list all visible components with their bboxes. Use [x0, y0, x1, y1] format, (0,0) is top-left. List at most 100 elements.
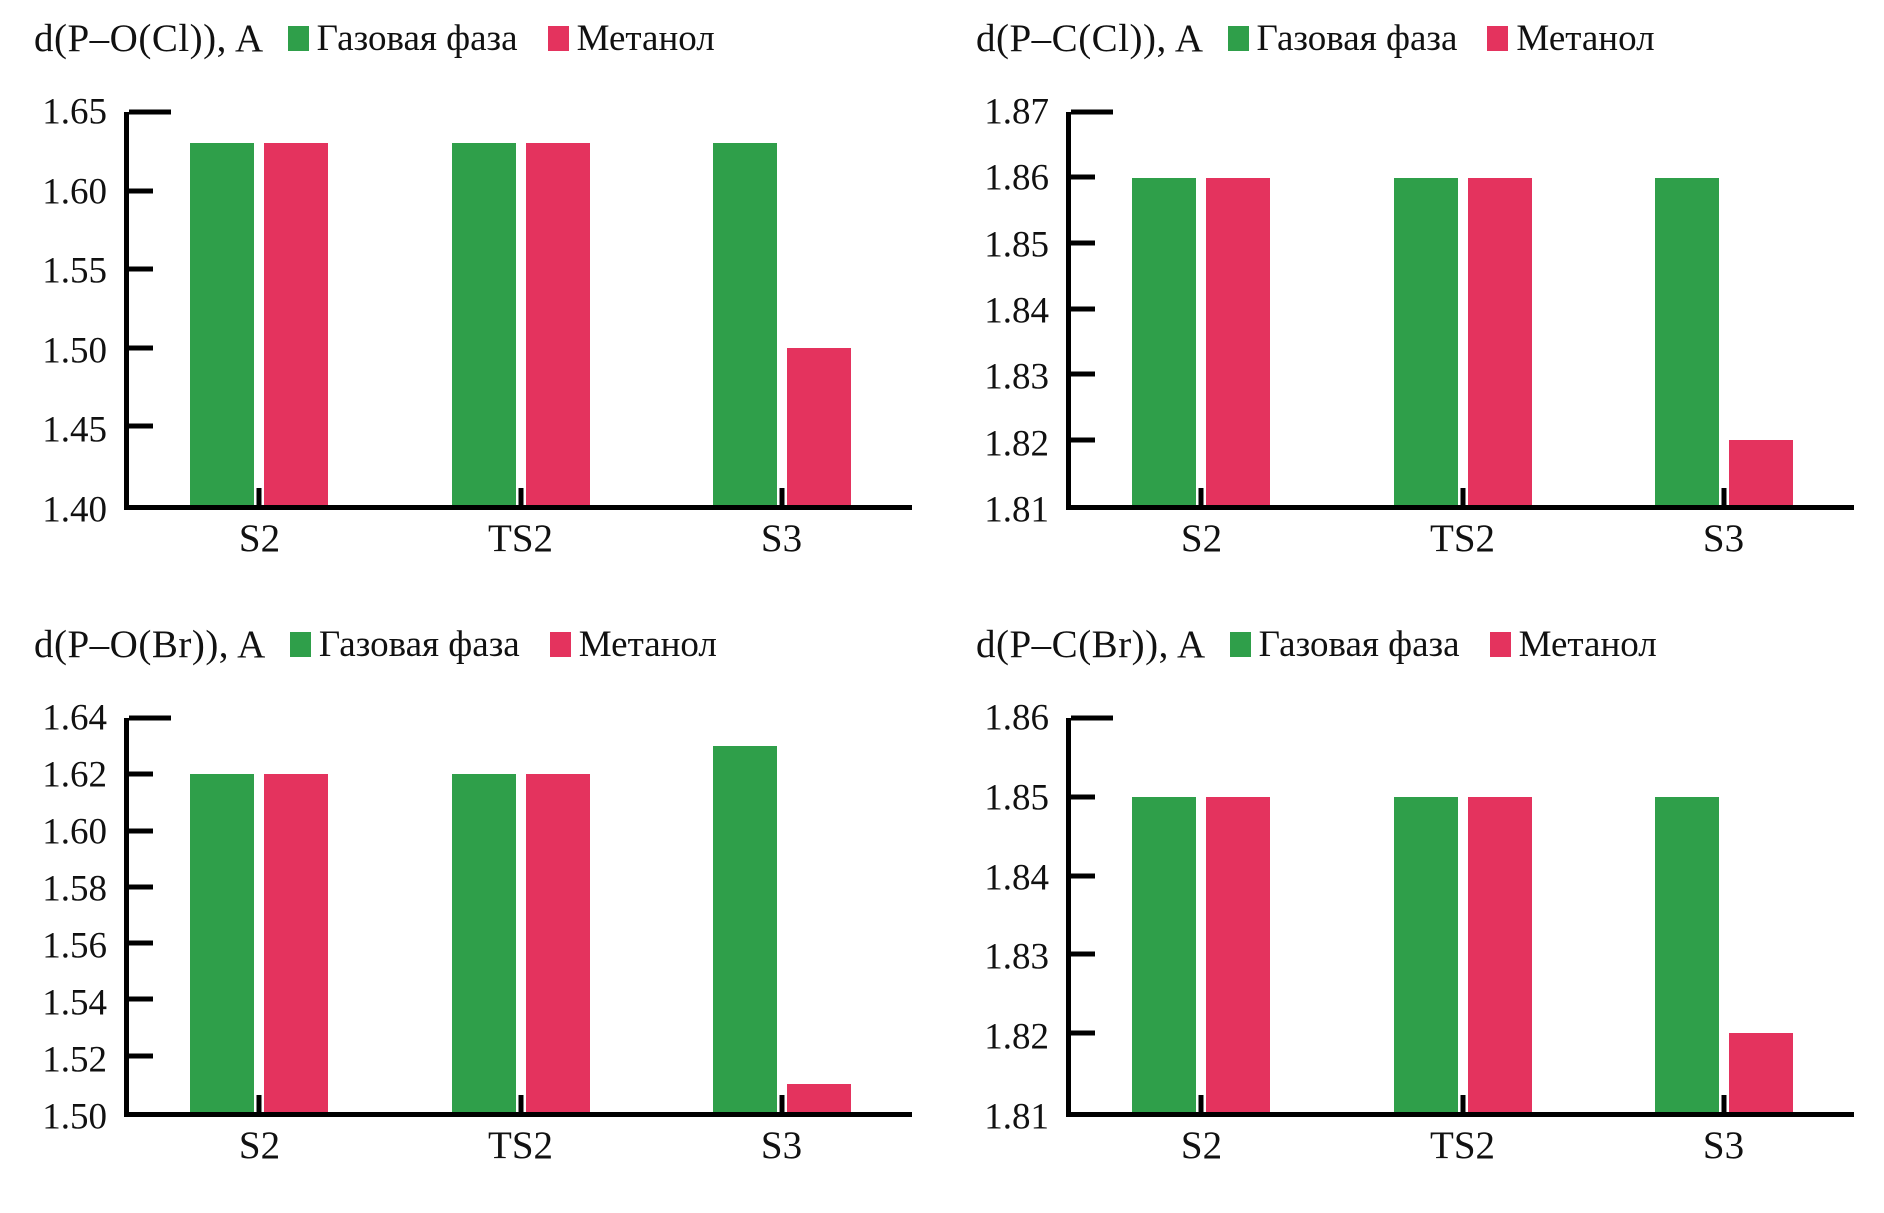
legend-item-methanol: Метанол [549, 623, 717, 666]
x-axis-tick [1460, 1095, 1465, 1112]
y-tick-label: 1.45 [42, 409, 107, 451]
x-category-label: S2 [1180, 1124, 1223, 1167]
y-axis-tick [1071, 873, 1095, 879]
legend-item-gas-phase: Газовая фаза [1229, 623, 1460, 666]
x-category-label: TS2 [1429, 1124, 1496, 1167]
y-tick-label: 1.56 [42, 925, 107, 967]
y-axis-tick [1071, 715, 1113, 721]
chart-header: d(P–C(Cl)), A Газовая фаза Метанол [976, 16, 1878, 61]
y-axis-tick [129, 1053, 153, 1059]
y-tick-label: 1.85 [984, 777, 1049, 819]
bar-gas-TS2 [1393, 796, 1458, 1112]
y-tick-label: 1.50 [42, 330, 107, 372]
x-axis-tick [1721, 1095, 1726, 1112]
y-axis-tick [129, 828, 153, 834]
x-axis-tick [779, 1095, 784, 1112]
x-axis-tick [1198, 1095, 1204, 1112]
plot-area: S2 TS2 S3 [1066, 109, 1854, 558]
legend-label-gas: Газовая фаза [1258, 624, 1460, 665]
chart-legend: Газовая фаза Метанол [289, 623, 717, 666]
plot-area: S2 TS2 S3 [124, 109, 912, 558]
bar-methanol-S2 [264, 143, 329, 505]
y-tick-label: 1.86 [984, 697, 1049, 739]
bar-gas-TS2 [451, 143, 516, 505]
plot-area: S2 TS2 S3 [1066, 715, 1854, 1165]
x-category-label: TS2 [487, 517, 554, 560]
x-axis-tick [1198, 488, 1204, 505]
y-tick-label: 1.52 [42, 1039, 107, 1081]
y-tick-label: 1.50 [42, 1096, 107, 1138]
legend-label-gas: Газовая фаза [316, 18, 518, 59]
y-tick-label: 1.86 [984, 157, 1049, 199]
bar-methanol-S2 [1206, 177, 1271, 505]
y-axis-tick [1071, 306, 1095, 311]
x-axis-tick [1460, 488, 1465, 505]
y-axis-tick [1071, 1030, 1095, 1036]
x-category-label: S2 [238, 517, 281, 560]
x-category-label: TS2 [1429, 517, 1496, 560]
y-axis-tick [1071, 109, 1113, 115]
y-tick-label: 1.58 [42, 868, 107, 910]
y-tick-label: 1.81 [984, 489, 1049, 531]
legend-label-methanol: Метанол [1516, 18, 1655, 59]
y-axis-tick [1071, 794, 1095, 800]
bar-gas-S2 [1132, 796, 1197, 1112]
y-tick-label: 1.82 [984, 1016, 1049, 1058]
legend-swatch-gas-icon [1227, 26, 1249, 51]
legend-label-gas: Газовая фаза [318, 624, 520, 665]
y-tick-label: 1.84 [984, 857, 1049, 899]
legend-swatch-gas-icon [287, 26, 309, 51]
chart-header: d(P–C(Br)), A Газовая фаза Метанол [976, 622, 1878, 667]
bar-gas-S3 [1654, 177, 1719, 505]
y-axis-tick-labels: 1.40 1.45 1.50 1.55 1.60 1.65 [0, 94, 112, 529]
y-axis-tick [1071, 174, 1095, 180]
legend-item-gas-phase: Газовая фаза [287, 17, 518, 60]
y-tick-label: 1.84 [984, 290, 1049, 332]
x-category-label: S2 [238, 1124, 281, 1167]
bar-methanol-TS2 [525, 143, 590, 505]
bar-methanol-TS2 [1467, 177, 1532, 505]
x-axis-tick [256, 1095, 262, 1112]
y-axis-tick [129, 940, 153, 946]
y-axis-tick-labels: 1.81 1.82 1.83 1.84 1.85 1.86 [942, 700, 1054, 1136]
bar-methanol-TS2 [525, 774, 590, 1112]
legend-swatch-methanol-icon [1487, 26, 1509, 51]
legend-item-methanol: Метанол [1489, 623, 1657, 666]
chart-panel-p-c-cl: d(P–C(Cl)), A Газовая фаза Метанол 1.81 1… [942, 0, 1884, 606]
y-tick-label: 1.82 [984, 423, 1049, 465]
bar-gas-S3 [1654, 796, 1719, 1112]
legend-label-methanol: Метанол [576, 18, 715, 59]
y-axis-tick-labels: 1.81 1.82 1.83 1.84 1.85 1.86 1.87 [942, 94, 1054, 529]
chart-title: d(P–O(Br)), A [34, 623, 266, 666]
chart-legend: Газовая фаза Метанол [1229, 623, 1657, 666]
bar-gas-S3 [712, 746, 777, 1112]
y-tick-label: 1.60 [42, 171, 107, 213]
legend-item-methanol: Метанол [1487, 17, 1655, 60]
y-tick-label: 1.54 [42, 982, 107, 1024]
y-tick-label: 1.83 [984, 936, 1049, 978]
x-category-label: S3 [760, 1124, 803, 1167]
bar-methanol-TS2 [1467, 796, 1532, 1112]
chart-header: d(P–O(Br)), A Газовая фаза Метанол [34, 622, 936, 667]
legend-swatch-methanol-icon [547, 26, 569, 51]
y-tick-label: 1.81 [984, 1096, 1049, 1138]
x-category-label: S3 [1702, 1124, 1745, 1167]
x-category-label: S2 [1180, 517, 1223, 560]
y-axis-tick [129, 188, 153, 194]
legend-label-gas: Газовая фаза [1256, 18, 1458, 59]
bar-gas-TS2 [1393, 177, 1458, 505]
x-axis-tick [779, 488, 784, 505]
y-tick-label: 1.64 [42, 697, 107, 739]
y-axis-tick [129, 423, 153, 429]
x-axis-tick [256, 488, 262, 505]
legend-swatch-gas-icon [289, 632, 311, 657]
x-axis-tick [1721, 488, 1726, 505]
bar-gas-S2 [190, 143, 255, 505]
x-category-label: S3 [760, 517, 803, 560]
x-axis-tick [518, 1095, 523, 1112]
y-axis-tick [1071, 240, 1095, 246]
legend-swatch-gas-icon [1229, 632, 1251, 657]
y-tick-label: 1.60 [42, 811, 107, 853]
bar-methanol-S3 [1728, 1033, 1793, 1112]
